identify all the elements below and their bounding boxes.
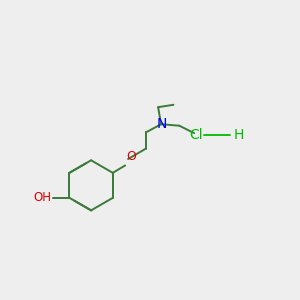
Text: N: N — [157, 117, 167, 130]
Text: H: H — [234, 128, 244, 142]
Text: O: O — [127, 150, 136, 164]
Text: OH: OH — [33, 191, 51, 204]
Text: Cl: Cl — [189, 128, 203, 142]
